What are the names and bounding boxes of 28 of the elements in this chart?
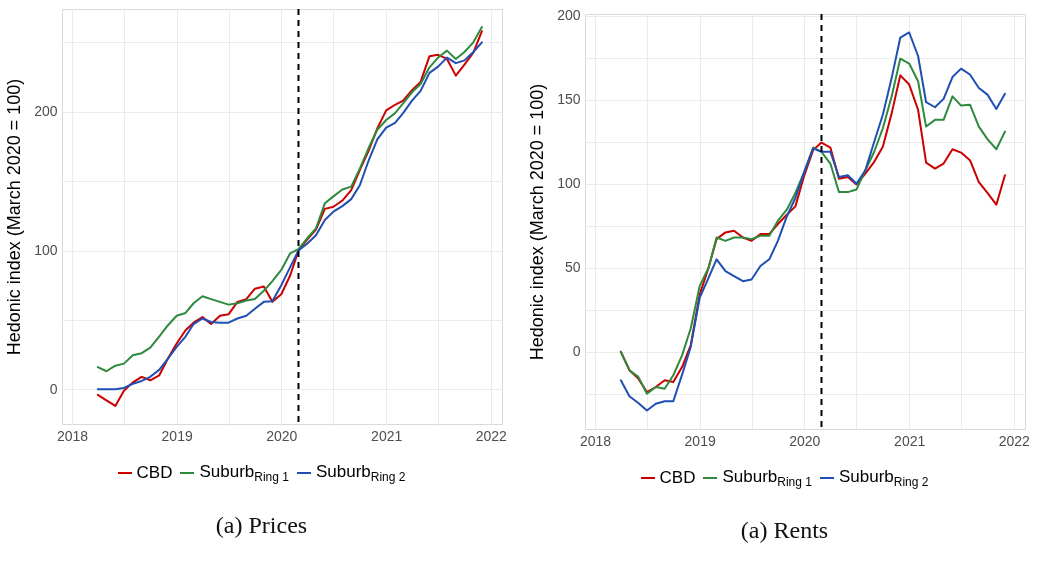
y-tick-label: 100 — [557, 175, 581, 192]
x-tick-label: 2021 — [894, 432, 926, 449]
legend-label: Suburb$_{Ring 2}$ — [315, 462, 406, 485]
legend-label: CBD — [659, 468, 696, 489]
y-tick-label: 0 — [572, 343, 581, 360]
x-tick-label: 2018 — [56, 427, 89, 444]
text: (a) Rents — [740, 517, 829, 545]
legend-label: CBD — [136, 463, 173, 484]
x-tick-label: 2018 — [579, 432, 612, 449]
x-tick-label: 2019 — [161, 427, 193, 444]
x-tick-label: 2021 — [371, 427, 403, 444]
y-tick-label: 100 — [34, 242, 58, 259]
x-tick-label: 2019 — [684, 432, 716, 449]
text: (a) Prices — [215, 512, 308, 540]
legend-label: Suburb$_{Ring 1}$ — [199, 462, 289, 485]
y-tick-label: 200 — [34, 103, 58, 120]
y-axis-title: Hedonic index (March 2020 = 100) — [4, 78, 25, 356]
x-tick-label: 2020 — [789, 432, 821, 449]
y-axis-title: Hedonic index (March 2020 = 100) — [527, 83, 548, 361]
legend-label: Suburb$_{Ring 2}$ — [838, 467, 929, 490]
y-tick-label: 0 — [49, 380, 58, 397]
y-tick-label: 50 — [564, 259, 581, 276]
x-tick-label: 2022 — [475, 427, 508, 444]
y-tick-label: 150 — [557, 91, 581, 108]
x-tick-label: 2022 — [998, 432, 1031, 449]
legend-label: Suburb$_{Ring 1}$ — [722, 467, 812, 490]
y-tick-label: 200 — [557, 7, 581, 24]
x-tick-label: 2020 — [266, 427, 298, 444]
